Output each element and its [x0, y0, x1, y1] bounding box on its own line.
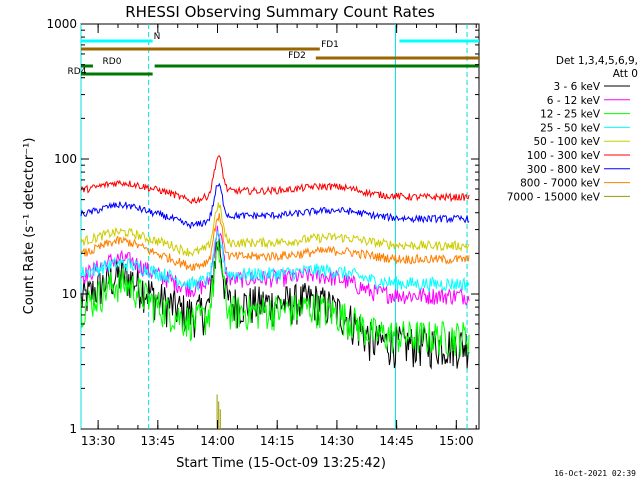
- flag-bar-label: FD2: [288, 51, 306, 61]
- vertical-markers: [80, 24, 468, 429]
- y-tick-label: 10: [62, 287, 77, 301]
- legend-header: Det 1,3,4,5,6,9,: [556, 55, 638, 67]
- legend-header: Att 0: [613, 68, 638, 80]
- flag-bar-label: FD1: [321, 40, 339, 50]
- legend-entry-label: 12 - 25 keV: [540, 109, 601, 121]
- series-line-5: [80, 155, 470, 205]
- legend: Det 1,3,4,5,6,9,Att 0 3 - 6 keV 6 - 12 keV…: [507, 55, 638, 203]
- legend-entry-label: 800 - 7000 keV: [520, 178, 601, 190]
- series-line-3: [80, 229, 470, 293]
- series-lines: [80, 155, 470, 429]
- legend-entry-label: 3 - 6 keV: [553, 81, 600, 93]
- series-line-4: [80, 202, 470, 257]
- x-tick-label: 13:30: [81, 434, 116, 448]
- flag-bar-label: RD0: [103, 57, 122, 67]
- legend-entry-label: 6 - 12 keV: [547, 95, 601, 107]
- legend-entry-label: 50 - 100 keV: [533, 136, 600, 148]
- series-line-2: [80, 241, 470, 357]
- legend-entry-label: 300 - 800 keV: [527, 164, 601, 176]
- y-tick-label: 1000: [46, 17, 77, 31]
- y-tick-label: 1: [69, 422, 77, 436]
- x-tick-label: 13:45: [141, 434, 176, 448]
- legend-entry-label: 100 - 300 keV: [527, 150, 601, 162]
- legend-entry-label: 25 - 50 keV: [540, 122, 601, 134]
- x-tick-label: 14:45: [379, 434, 414, 448]
- x-tick-label: 15:00: [439, 434, 474, 448]
- plot-frame: [80, 23, 480, 430]
- chart-title: RHESSI Observing Summary Count Rates: [125, 3, 435, 21]
- series-line-1: [80, 225, 470, 306]
- series-line-7: [80, 213, 470, 271]
- y-axis-label: Count Rate (s⁻¹ detector⁻¹): [22, 138, 37, 315]
- x-axis-label: Start Time (15-Oct-09 13:25:42): [176, 456, 386, 471]
- x-tick-label: 14:15: [260, 434, 295, 448]
- legend-entry-label: 7000 - 15000 keV: [507, 191, 601, 203]
- y-axis-ticks: 1 10 100 1000: [46, 17, 479, 436]
- y-tick-label: 100: [54, 152, 77, 166]
- flag-bar-label: RD4: [68, 67, 87, 77]
- footer-timestamp: 16-Oct-2021 02:39: [554, 469, 636, 478]
- x-axis-ticks: 13:30 13:45 14:00 14:15 14:30 14:45 15:00: [81, 24, 477, 448]
- flag-bar-label: N: [154, 32, 161, 42]
- flag-bars: N FD1 FD2 RD0 RD4: [68, 32, 479, 77]
- x-tick-label: 14:00: [200, 434, 235, 448]
- series-line-6: [80, 182, 470, 229]
- x-tick-label: 14:30: [320, 434, 355, 448]
